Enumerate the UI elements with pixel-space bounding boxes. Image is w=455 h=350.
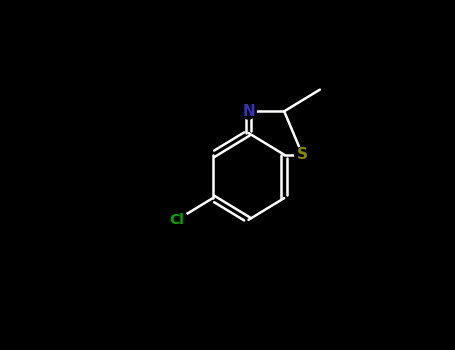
Circle shape [167,209,187,230]
Text: Cl: Cl [170,213,185,227]
Text: N: N [242,104,255,119]
Text: S: S [297,147,308,162]
Circle shape [295,147,310,162]
Circle shape [241,104,256,119]
